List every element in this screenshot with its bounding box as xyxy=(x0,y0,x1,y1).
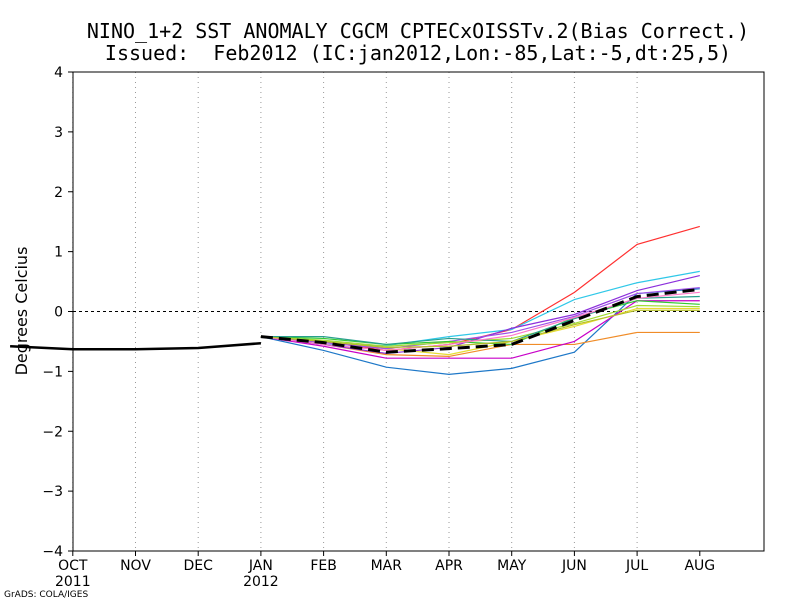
member-magenta-line xyxy=(260,300,700,359)
observed-anomaly-line xyxy=(10,341,261,351)
grads-credit: GrADS: COLA/IGES xyxy=(4,590,88,600)
y-tick-label: 2 xyxy=(54,185,63,201)
x-tick-label: APR xyxy=(435,558,463,574)
x-tick-year-label: 2012 xyxy=(243,574,279,590)
x-tick-label: JAN xyxy=(248,558,273,574)
member-green-line xyxy=(260,300,700,346)
y-tick-label: −3 xyxy=(42,484,63,500)
y-tick-label: −2 xyxy=(42,424,63,440)
x-tick-label: DEC xyxy=(183,558,213,574)
y-tick-label: −1 xyxy=(42,364,63,380)
ensemble-mean-line xyxy=(260,287,700,354)
x-tick-label: JUL xyxy=(625,558,648,574)
x-tick-label: OCT xyxy=(58,558,88,574)
y-tick-label: 4 xyxy=(54,65,63,81)
y-tick-label: 3 xyxy=(54,125,63,141)
chart-subtitle: Issued: Feb2012 (IC:jan2012,Lon:-85,Lat:… xyxy=(105,41,731,65)
chart-title: NINO_1+2 SST ANOMALY CGCM CPTECxOISSTv.2… xyxy=(87,19,749,43)
x-tick-label: JUN xyxy=(561,558,587,574)
x-tick-label: MAR xyxy=(371,558,403,574)
y-tick-label: −4 xyxy=(42,544,63,560)
x-tick-label: MAY xyxy=(497,558,527,574)
x-tick-label: AUG xyxy=(684,558,715,574)
x-tick-year-label: 2011 xyxy=(55,574,91,590)
plot-frame xyxy=(72,71,765,552)
y-axis-ticks: 4 3 2 1 0 −1 −2 −3 −4 xyxy=(42,65,73,560)
y-tick-label: 1 xyxy=(54,245,63,261)
member-red-line xyxy=(260,225,700,352)
y-tick-label: 0 xyxy=(54,305,63,321)
x-tick-label: FEB xyxy=(310,558,337,574)
member-olive-line xyxy=(260,309,700,349)
y-axis-label: Degrees Celcius xyxy=(12,247,31,376)
member-sky-line xyxy=(260,270,700,347)
x-tick-label: NOV xyxy=(120,558,151,574)
ensemble-member-lines xyxy=(260,225,700,375)
